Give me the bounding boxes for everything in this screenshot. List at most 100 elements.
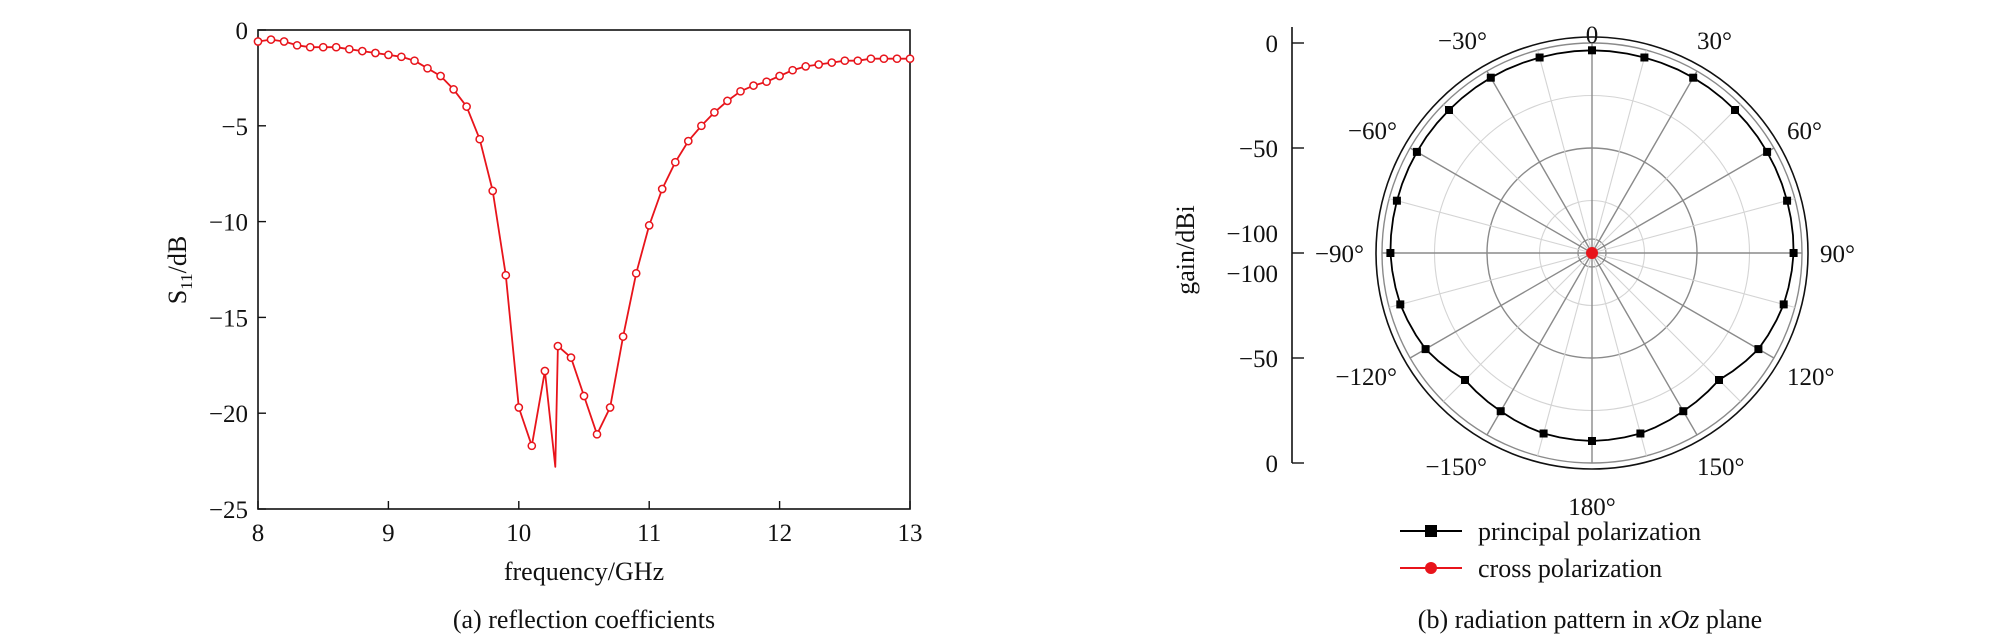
legend-marker-principal xyxy=(1425,525,1437,537)
angle-label: −60° xyxy=(1348,118,1397,145)
s11-marker xyxy=(357,46,367,56)
grid-spoke xyxy=(1486,70,1593,254)
y-axis-label-main: S xyxy=(163,290,192,304)
grid-spoke xyxy=(1591,252,1647,456)
radial-axis-ticks: 0 −50 −100 −100 −50 0 xyxy=(1226,31,1304,478)
angle-label: 30° xyxy=(1697,28,1732,55)
grid-spoke xyxy=(1591,104,1741,254)
s11-marker xyxy=(384,50,393,60)
principal-marker xyxy=(1763,147,1772,156)
s11-marker xyxy=(436,71,445,81)
s11-marker xyxy=(253,37,263,46)
grid-spoke xyxy=(1389,252,1593,308)
s11-series xyxy=(253,35,915,468)
radial-tick-label: −100 xyxy=(1226,261,1278,288)
principal-marker xyxy=(1396,300,1405,309)
s11-marker xyxy=(775,71,784,81)
principal-marker xyxy=(1535,53,1544,62)
x-tick-label: 8 xyxy=(252,520,265,547)
s11-marker xyxy=(801,62,811,71)
grid-spoke xyxy=(1443,104,1593,254)
grid-spoke xyxy=(1591,252,1775,359)
s11-marker xyxy=(592,429,602,439)
x-tick-label: 10 xyxy=(506,520,531,547)
caption-b-italic: xOz xyxy=(1658,605,1699,634)
principal-marker xyxy=(1754,345,1763,354)
s11-marker xyxy=(853,56,863,66)
s11-marker xyxy=(905,54,915,64)
s11-marker xyxy=(371,48,380,58)
caption-b-prefix: (b) radiation pattern in xyxy=(1418,605,1659,634)
principal-marker xyxy=(1715,376,1723,384)
grid-spoke xyxy=(1409,252,1593,359)
angle-labels: 0 30° 60° 90° 120° 150° 180° −150° −120° −90° −60°… xyxy=(1315,22,1855,521)
radial-tick-label: −50 xyxy=(1239,346,1278,373)
s11-marker xyxy=(644,221,654,230)
s11-marker xyxy=(762,77,771,87)
s11-marker xyxy=(736,86,745,96)
angle-label: 120° xyxy=(1787,364,1835,391)
s11-marker xyxy=(462,102,471,111)
principal-marker xyxy=(1412,147,1421,156)
grid-spoke xyxy=(1486,252,1593,436)
s11-marker xyxy=(605,403,615,412)
angle-label: 60° xyxy=(1787,118,1822,145)
s11-marker xyxy=(566,353,576,362)
angle-label: 180° xyxy=(1568,494,1616,521)
grid-spoke xyxy=(1409,147,1593,254)
y-tick-label: −10 xyxy=(209,210,248,237)
s11-marker xyxy=(697,121,706,131)
grid-spoke xyxy=(1389,198,1593,254)
legend: principal polarization cross polarizatio… xyxy=(1400,517,1701,583)
s11-marker xyxy=(344,44,354,54)
radiation-pattern-chart: 0 −50 −100 −100 −50 0 0 30° 60° 90° 120° 150° 180° −… xyxy=(1171,22,1855,634)
principal-marker xyxy=(1588,437,1596,445)
grid-spoke xyxy=(1591,147,1775,254)
s11-marker xyxy=(475,134,485,144)
grid-spoke xyxy=(1591,252,1698,436)
legend-label-principal: principal polarization xyxy=(1478,517,1701,546)
angle-label: 0 xyxy=(1586,22,1599,49)
s11-marker xyxy=(292,40,302,50)
s11-marker xyxy=(527,441,537,451)
s11-marker xyxy=(449,85,458,94)
principal-marker xyxy=(1386,249,1395,257)
s11-marker xyxy=(514,403,524,412)
angle-label: −90° xyxy=(1315,241,1364,268)
principal-marker xyxy=(1640,53,1649,62)
polar-series xyxy=(1386,46,1798,445)
radial-tick-label: −50 xyxy=(1239,136,1278,163)
s11-marker xyxy=(827,58,837,67)
principal-marker xyxy=(1779,300,1788,309)
outer-ring xyxy=(1375,36,1809,470)
polar-y-axis-label: gain/dBi xyxy=(1171,205,1200,295)
s11-marker xyxy=(657,184,667,194)
grid-spoke xyxy=(1537,252,1593,456)
y-axis-label-tail: /dB xyxy=(163,236,192,274)
grid-spoke xyxy=(1591,70,1698,254)
s11-marker xyxy=(788,65,797,75)
principal-marker xyxy=(1445,106,1453,114)
x-axis-ticks: 8 9 10 11 12 13 xyxy=(252,501,923,547)
principal-marker xyxy=(1486,73,1495,82)
y-axis-label: S11/dB xyxy=(163,236,196,304)
angle-label: −120° xyxy=(1335,364,1397,391)
polar-grid xyxy=(1375,36,1809,470)
s11-marker xyxy=(305,42,315,52)
s11-marker xyxy=(723,96,732,106)
y-tick-label: −20 xyxy=(209,401,248,428)
s11-marker xyxy=(879,54,889,64)
radial-tick-label: 0 xyxy=(1266,451,1279,478)
s11-marker xyxy=(618,332,628,341)
principal-marker xyxy=(1731,106,1739,114)
angle-label: 150° xyxy=(1697,454,1745,481)
s11-marker xyxy=(866,54,876,64)
s11-marker xyxy=(683,136,693,146)
s11-marker xyxy=(892,54,902,64)
y-tick-label: −25 xyxy=(209,497,248,524)
s11-marker xyxy=(410,56,419,66)
angle-label: −30° xyxy=(1438,28,1487,55)
plot-a-frame xyxy=(257,29,911,510)
s11-marker xyxy=(710,108,719,117)
